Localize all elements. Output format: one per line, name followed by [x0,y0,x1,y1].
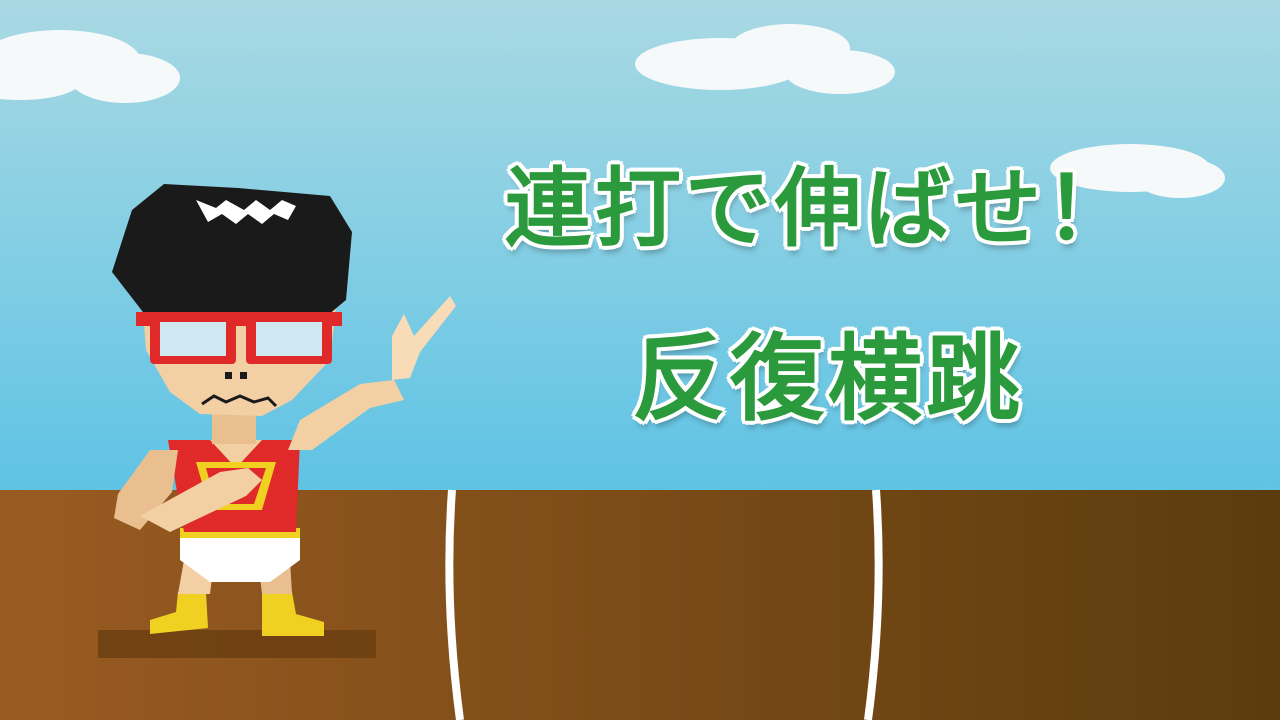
pointing-hand [392,296,456,380]
white-shorts [180,530,300,582]
title-line-1: 連打で伸ばせ！ [505,159,1135,259]
cloud-left [0,30,180,103]
cloud-top-right [635,24,895,94]
character-runner [98,184,456,658]
left-boot [150,592,208,634]
hair [112,184,352,320]
right-boot [262,592,324,636]
folded-arm [114,450,178,530]
mouth [201,394,278,408]
hair-highlight [196,200,296,224]
title-line-2: 反復横跳 [632,325,1025,434]
track-line-right [864,489,883,720]
cloud-mid-right [1050,144,1225,198]
track-line-left [445,489,464,720]
character-shadow [98,630,376,658]
pointing-arm [288,380,404,450]
red-glasses [136,312,342,364]
